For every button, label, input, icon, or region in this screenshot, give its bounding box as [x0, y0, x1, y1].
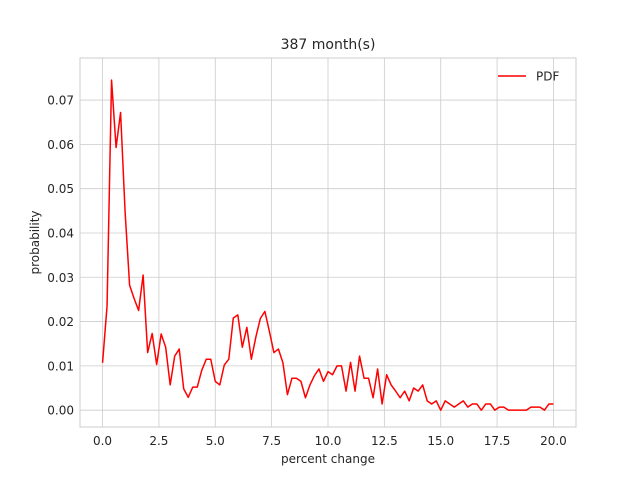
- x-tick-label: 2.5: [149, 434, 168, 448]
- x-tick-label: 0.0: [93, 434, 112, 448]
- y-axis-label: probability: [28, 210, 42, 274]
- legend-label: PDF: [536, 70, 559, 84]
- chart-title: 387 month(s): [281, 37, 376, 53]
- y-tick-label: 0.04: [47, 226, 74, 240]
- y-tick-label: 0.02: [47, 315, 74, 329]
- x-tick-label: 15.0: [427, 434, 454, 448]
- y-tick-label: 0.00: [47, 404, 74, 418]
- x-tick-label: 5.0: [206, 434, 225, 448]
- plot-frame: [79, 57, 577, 428]
- x-tick-label: 20.0: [540, 434, 567, 448]
- x-axis-label: percent change: [281, 452, 375, 466]
- plot-border: [79, 57, 577, 428]
- x-tick-label: 10.0: [315, 434, 342, 448]
- x-tick-label: 7.5: [262, 434, 281, 448]
- y-tick-label: 0.01: [47, 359, 74, 373]
- y-tick-label: 0.03: [47, 271, 74, 285]
- x-tick-label: 12.5: [371, 434, 398, 448]
- y-tick-label: 0.07: [47, 94, 74, 108]
- legend: PDF: [498, 70, 559, 84]
- y-tick-label: 0.05: [47, 182, 74, 196]
- y-tick-label: 0.06: [47, 138, 74, 152]
- series-group: [101, 79, 554, 411]
- x-tick-label: 17.5: [484, 434, 511, 448]
- x-axis: 0.0 2.5 5.0 7.5 10.0 12.5 15.0 17.5 20.0: [93, 434, 567, 448]
- series-line-pdf: [101, 79, 554, 411]
- grid: [80, 58, 576, 427]
- y-axis: 0.00 0.01 0.02 0.03 0.04 0.05 0.06 0.07: [47, 94, 74, 418]
